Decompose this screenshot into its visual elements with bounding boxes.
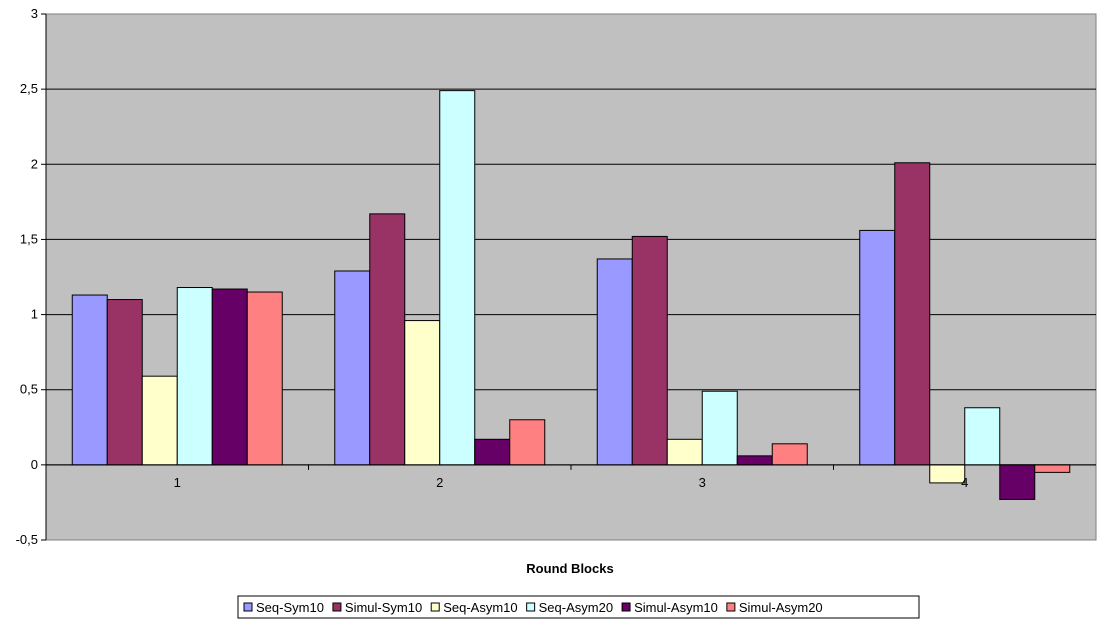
bar-seq-asym20-4	[964, 407, 1001, 466]
bar-seq-asym20-2	[439, 90, 476, 466]
legend-swatch	[621, 602, 631, 612]
axes: -0,5 0 0,5 1 1,5 2 2,5 3 1 2 3 4	[16, 6, 1096, 547]
y-tick-label: 2,5	[20, 81, 38, 96]
bar-seq-sym10-1	[71, 294, 108, 466]
y-tick-label: 1,5	[20, 231, 38, 246]
bar-simul-asym20-4	[1034, 464, 1071, 473]
y-tick-label: -0,5	[16, 532, 38, 547]
legend-swatch	[726, 602, 736, 612]
y-tick-label: 0	[31, 457, 38, 472]
x-tick-label: 3	[699, 475, 706, 490]
bar-simul-asym10-1	[211, 288, 248, 466]
bar-simul-sym10-2	[369, 213, 406, 466]
bar-simul-asym20-1	[246, 291, 283, 466]
bar-seq-sym10-3	[596, 258, 633, 466]
x-tick-label: 1	[174, 475, 181, 490]
bar-seq-asym10-4	[929, 464, 966, 484]
bar-simul-sym10-3	[631, 235, 668, 466]
bar-simul-asym10-3	[736, 455, 773, 466]
x-axis-title: Round Blocks	[526, 561, 613, 576]
bars	[71, 90, 1071, 500]
legend: Seq-Sym10 Simul-Sym10 Seq-Asym10 Seq-Asym20…	[237, 595, 920, 619]
bar-simul-asym20-3	[771, 443, 808, 466]
legend-label: Seq-Sym10	[256, 600, 324, 615]
legend-label: Seq-Asym20	[539, 600, 613, 615]
y-tick-label: 2	[31, 156, 38, 171]
y-tick-label: 0,5	[20, 382, 38, 397]
legend-label: Simul-Asym20	[739, 600, 823, 615]
legend-swatch	[430, 602, 440, 612]
bar-simul-sym10-1	[106, 299, 143, 466]
legend-swatch	[243, 602, 253, 612]
x-tick-label: 4	[961, 475, 968, 490]
legend-label: Simul-Sym10	[345, 600, 422, 615]
bar-simul-sym10-4	[894, 162, 931, 466]
bar-simul-asym10-4	[999, 464, 1036, 500]
legend-box	[237, 595, 920, 619]
bar-seq-asym20-3	[701, 390, 738, 466]
bar-simul-asym10-2	[474, 438, 511, 466]
bar-seq-asym20-1	[176, 287, 213, 466]
bar-seq-asym10-3	[666, 438, 703, 466]
legend-label: Simul-Asym10	[634, 600, 718, 615]
bar-seq-sym10-4	[859, 229, 896, 466]
bar-seq-asym10-2	[404, 320, 441, 466]
legend-swatch	[332, 602, 342, 612]
y-tick-label: 3	[31, 6, 38, 21]
legend-swatch	[526, 602, 536, 612]
bar-seq-sym10-2	[334, 270, 371, 466]
bar-seq-asym10-1	[141, 375, 178, 466]
y-tick-label: 1	[31, 307, 38, 322]
legend-label: Seq-Asym10	[443, 600, 517, 615]
x-tick-label: 2	[436, 475, 443, 490]
bar-simul-asym20-2	[509, 419, 546, 466]
